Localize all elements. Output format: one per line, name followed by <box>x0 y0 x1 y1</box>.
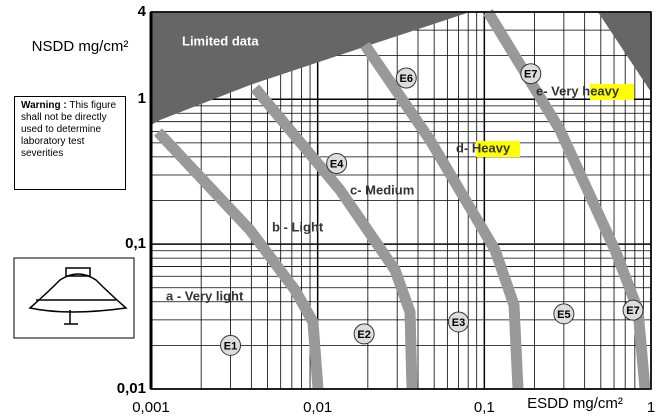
y-tick-label: 0,01 <box>117 380 146 397</box>
point <box>220 334 242 356</box>
limited-region <box>598 12 651 92</box>
zone-label: a - Very light <box>166 288 244 303</box>
limited-region <box>151 12 470 125</box>
point <box>326 153 348 175</box>
warning-label: Warning : <box>21 100 67 111</box>
highlight <box>476 141 520 157</box>
zone-band <box>483 9 651 390</box>
point-label: E2 <box>357 329 370 341</box>
region-label: Limited data <box>182 33 259 48</box>
warning-box: Warning : This figure shall not be direc… <box>14 96 126 190</box>
point <box>395 67 417 89</box>
point <box>520 63 542 85</box>
point-label: E7 <box>626 305 639 317</box>
point <box>622 299 644 321</box>
point-label: E7 <box>524 69 537 81</box>
zone-band <box>153 128 324 390</box>
point-label: E5 <box>557 309 570 321</box>
point-label: E1 <box>224 340 237 352</box>
zone-label: e- Very heavy <box>536 83 620 98</box>
point <box>448 311 470 333</box>
x-tick-label: 0,01 <box>303 399 332 416</box>
point <box>553 303 575 325</box>
x-axis-label: ESDD mg/cm² <box>527 395 623 412</box>
insulator-icon <box>13 257 135 339</box>
x-tick-label: 1 <box>647 399 655 416</box>
y-tick-label: 1 <box>138 90 146 107</box>
point <box>353 323 375 345</box>
warning-text: This figure shall not be directly used t… <box>21 100 117 159</box>
y-tick-label: 0,1 <box>125 235 146 252</box>
y-axis-label: NSDD mg/cm² <box>32 38 129 55</box>
point-label: E4 <box>330 158 344 170</box>
zone-label: c- Medium <box>350 182 414 197</box>
zone-band <box>250 84 418 390</box>
highlight <box>590 84 634 100</box>
point-label: E3 <box>452 317 465 329</box>
zone-band <box>360 41 524 390</box>
point-label: E6 <box>400 73 413 85</box>
zone-label: b - Light <box>272 219 324 234</box>
label-bg <box>172 32 278 52</box>
x-tick-label: 0,1 <box>474 399 495 416</box>
x-tick-label: 0,001 <box>132 399 170 416</box>
zone-label: d- Heavy <box>456 140 511 155</box>
y-tick-label: 4 <box>138 3 147 20</box>
